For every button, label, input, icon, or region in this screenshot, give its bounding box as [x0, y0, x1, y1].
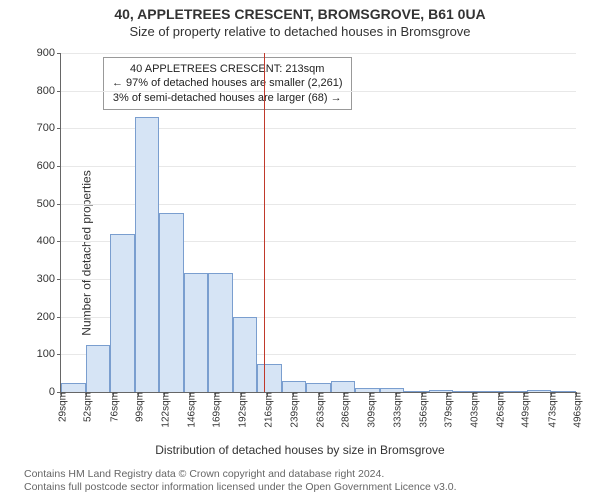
footer-line2: Contains full postcode sector informatio…: [24, 481, 457, 494]
histogram-bar: [233, 317, 258, 392]
ytick-label: 100: [37, 348, 61, 360]
xtick-label: 403sqm: [466, 392, 481, 428]
xtick-label: 99sqm: [131, 392, 146, 422]
footer-attribution: Contains HM Land Registry data © Crown c…: [24, 468, 457, 494]
histogram-bar: [282, 381, 307, 392]
xtick-label: 449sqm: [517, 392, 532, 428]
histogram-bar: [331, 381, 356, 392]
plot-area: 40 APPLETREES CRESCENT: 213sqm ← 97% of …: [60, 53, 576, 393]
xtick-label: 52sqm: [79, 392, 94, 422]
ytick-label: 900: [37, 47, 61, 59]
xtick-label: 146sqm: [183, 392, 198, 428]
histogram-bar: [86, 345, 111, 392]
xtick-label: 263sqm: [312, 392, 327, 428]
page-title-subtitle: Size of property relative to detached ho…: [0, 22, 600, 43]
xtick-label: 426sqm: [491, 392, 506, 428]
histogram-bar: [159, 213, 184, 392]
xtick-label: 216sqm: [260, 392, 275, 428]
xtick-label: 192sqm: [233, 392, 248, 428]
histogram-bar: [184, 273, 209, 392]
xtick-label: 333sqm: [389, 392, 404, 428]
xtick-label: 309sqm: [362, 392, 377, 428]
histogram-bar: [257, 364, 282, 392]
ytick-label: 700: [37, 122, 61, 134]
xtick-label: 286sqm: [337, 392, 352, 428]
annotation-box: 40 APPLETREES CRESCENT: 213sqm ← 97% of …: [103, 57, 352, 110]
histogram-bar: [135, 117, 160, 392]
gridline: [61, 53, 576, 54]
annotation-line2: ← 97% of detached houses are smaller (2,…: [112, 76, 343, 90]
xtick-label: 356sqm: [414, 392, 429, 428]
xtick-label: 76sqm: [105, 392, 120, 422]
ytick-label: 600: [37, 160, 61, 172]
ytick-label: 500: [37, 198, 61, 210]
annotation-line1: 40 APPLETREES CRESCENT: 213sqm: [112, 62, 343, 76]
histogram-bar: [110, 234, 135, 392]
histogram-bar: [208, 273, 233, 392]
footer-line1: Contains HM Land Registry data © Crown c…: [24, 468, 457, 481]
xtick-label: 29sqm: [54, 392, 69, 422]
histogram-bar: [61, 383, 86, 392]
ytick-label: 800: [37, 85, 61, 97]
ytick-label: 200: [37, 311, 61, 323]
xtick-label: 239sqm: [285, 392, 300, 428]
x-axis-label: Distribution of detached houses by size …: [0, 443, 600, 457]
xtick-label: 496sqm: [569, 392, 584, 428]
xtick-label: 122sqm: [156, 392, 171, 428]
xtick-label: 473sqm: [543, 392, 558, 428]
xtick-label: 169sqm: [208, 392, 223, 428]
ytick-label: 400: [37, 235, 61, 247]
reference-line: [264, 53, 265, 392]
histogram-bar: [306, 383, 331, 392]
chart-container: Number of detached properties 40 APPLETR…: [0, 43, 600, 463]
xtick-label: 379sqm: [439, 392, 454, 428]
page-title-address: 40, APPLETREES CRESCENT, BROMSGROVE, B61…: [0, 0, 600, 22]
annotation-line3: 3% of semi-detached houses are larger (6…: [112, 91, 343, 105]
gridline: [61, 91, 576, 92]
ytick-label: 300: [37, 273, 61, 285]
